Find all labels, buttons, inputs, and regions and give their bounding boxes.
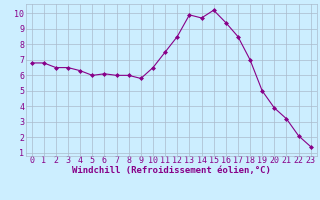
X-axis label: Windchill (Refroidissement éolien,°C): Windchill (Refroidissement éolien,°C) <box>72 166 271 175</box>
